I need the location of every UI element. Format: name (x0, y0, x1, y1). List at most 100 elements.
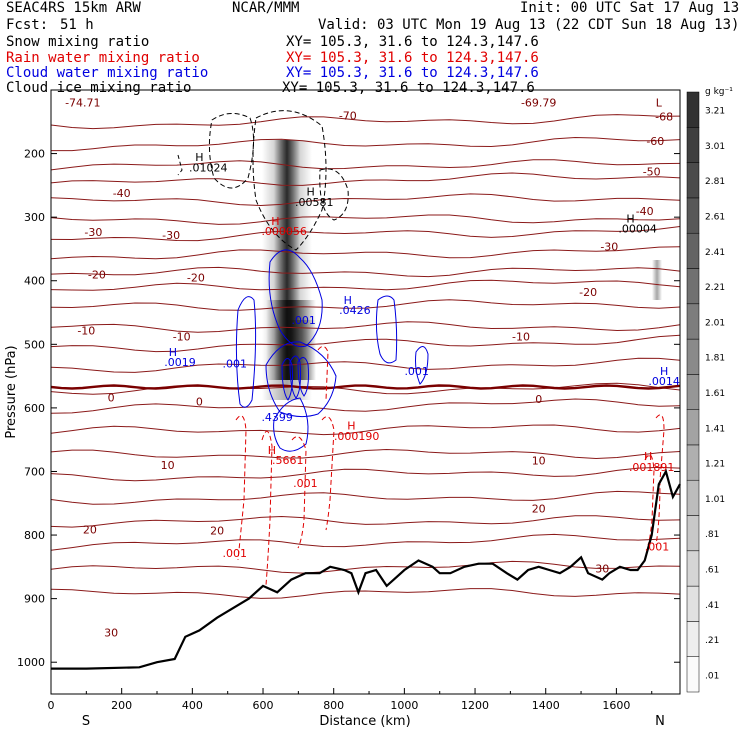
temperature-label: 20 (532, 502, 546, 515)
legend-rain-xy: XY= 105.3, 31.6 to 124.3,147.6 (286, 50, 539, 66)
valid-time: Valid: 03 UTC Mon 19 Aug 13 (22 CDT Sun … (318, 17, 740, 33)
temperature-label: 0 (196, 396, 203, 409)
temperature-label: 0 (535, 393, 542, 406)
isotherm-line (51, 515, 680, 528)
colorbar-label: .81 (705, 530, 719, 540)
init-time: Init: 00 UTC Sat 17 Aug 13 (520, 0, 740, 16)
y-tick-label: 400 (24, 275, 45, 288)
extremum-label: H (307, 186, 315, 199)
colorbar: .01 .21 .41 .61 .81 1.01 1.21 1.41 1.61 1.81 2.01 2… (686, 87, 733, 693)
legend-cloud-ice-xy: XY= 105.3, 31.6 to 124.3,147.6 (282, 80, 535, 96)
extremum-label: H (195, 151, 203, 164)
temperature-label: L (656, 97, 663, 110)
extremum-label: .001 (223, 357, 248, 370)
temperature-label: -10 (173, 331, 191, 344)
isotherm-line (51, 114, 680, 130)
temperature-label: -20 (579, 286, 597, 299)
colorbar-label: 3.21 (705, 107, 725, 117)
hydrometeor-contours (177, 110, 665, 586)
x-tick-label: 0 (48, 699, 55, 712)
isotherm-line (51, 398, 680, 414)
extremum-label: .001891 (629, 461, 675, 474)
terrain (51, 468, 681, 670)
x-tick-label: 1000 (390, 699, 418, 712)
temperature-label: 0 (108, 392, 115, 405)
rain-contour (321, 416, 335, 531)
south-label: S (82, 714, 90, 729)
x-tick-label: 600 (253, 699, 274, 712)
temperature-label: -30 (162, 229, 180, 242)
x-tick-label: 200 (111, 699, 132, 712)
isotherm-line (51, 299, 680, 311)
colorbar-swatch (686, 127, 700, 163)
temperature-label: 10 (532, 455, 546, 468)
extremum-label: .001 (404, 365, 429, 378)
rain-contour (317, 346, 329, 401)
colorbar-label: 2.81 (705, 177, 725, 187)
extremum-label: H (660, 365, 668, 378)
cloud-water-contour (375, 295, 398, 364)
isotherm-line (51, 588, 680, 599)
rain-contour (655, 414, 665, 546)
freezing-line (51, 384, 680, 390)
colorbar-swatch (686, 444, 700, 481)
isotherm-line (51, 490, 680, 505)
terrain-line (51, 468, 681, 670)
colorbar-label: .21 (705, 636, 719, 646)
colorbar-swatch (686, 268, 700, 305)
isotherm-line (51, 334, 680, 353)
temperature-label: -68 (655, 111, 673, 124)
extremum-label: H (271, 215, 279, 228)
temperature-label: -60 (646, 135, 664, 148)
colorbar-label: 1.81 (705, 354, 725, 364)
isotherm-line (51, 382, 680, 395)
isotherm-line (51, 172, 680, 186)
colorbar-swatch (686, 621, 700, 657)
temperature-label: 20 (83, 523, 97, 536)
colorbar-swatch (686, 515, 700, 552)
temperature-label: -74.71 (65, 97, 100, 110)
isotherm-line (51, 214, 680, 225)
legend-rain: Rain water mixing ratio (6, 50, 200, 66)
cloud-water-contour (415, 346, 429, 385)
colorbar-swatch (686, 479, 700, 516)
isotherm-line (51, 266, 680, 278)
colorbar-label: 3.01 (705, 142, 725, 152)
isotherm-line (51, 466, 680, 482)
legend-snow: Snow mixing ratio (6, 34, 150, 50)
x-tick-label: 1600 (602, 699, 630, 712)
cloud-water-contour (235, 296, 257, 408)
extremum-label: .000056 (261, 225, 307, 238)
x-tick-label: 1400 (532, 699, 560, 712)
colorbar-unit: g kg⁻¹ (705, 87, 733, 97)
cloud-water-contour (273, 397, 309, 452)
legend-cloud-water: Cloud water mixing ratio (6, 65, 209, 81)
x-axis: 0 200 400 600 800 1000 1200 1400 1600 (48, 688, 653, 712)
isotherm-line (51, 159, 680, 171)
y-tick-label: 200 (24, 148, 45, 161)
colorbar-swatch (686, 232, 700, 269)
shaded-plume (262, 140, 662, 400)
extremum-label: .00581 (295, 196, 334, 209)
temperature-label: -40 (636, 205, 654, 218)
extremum-label: .001 (293, 477, 318, 490)
colorbar-swatch (686, 197, 700, 234)
legend-snow-xy: XY= 105.3, 31.6 to 124.3,147.6 (286, 34, 539, 50)
isotherm-line (51, 246, 680, 260)
colorbar-label: 1.21 (705, 460, 725, 470)
isotherm-line (51, 321, 680, 333)
y-tick-label: 800 (24, 529, 45, 542)
temperature-label: -10 (512, 331, 530, 344)
temperature-label: 10 (161, 459, 175, 472)
isotherm-line (51, 226, 680, 242)
colorbar-label: 1.01 (705, 495, 725, 505)
extremum-label: .01024 (189, 162, 228, 175)
extremum-label: .5661 (272, 454, 304, 467)
temperature-label: -50 (643, 165, 661, 178)
colorbar-swatch (686, 162, 700, 199)
colorbar-label: 1.61 (705, 389, 725, 399)
colorbar-swatch (686, 550, 700, 587)
extremum-label: .001 (223, 547, 248, 560)
temperature-label: -40 (113, 187, 131, 200)
model-title: SEAC4RS 15km ARW (6, 0, 141, 16)
